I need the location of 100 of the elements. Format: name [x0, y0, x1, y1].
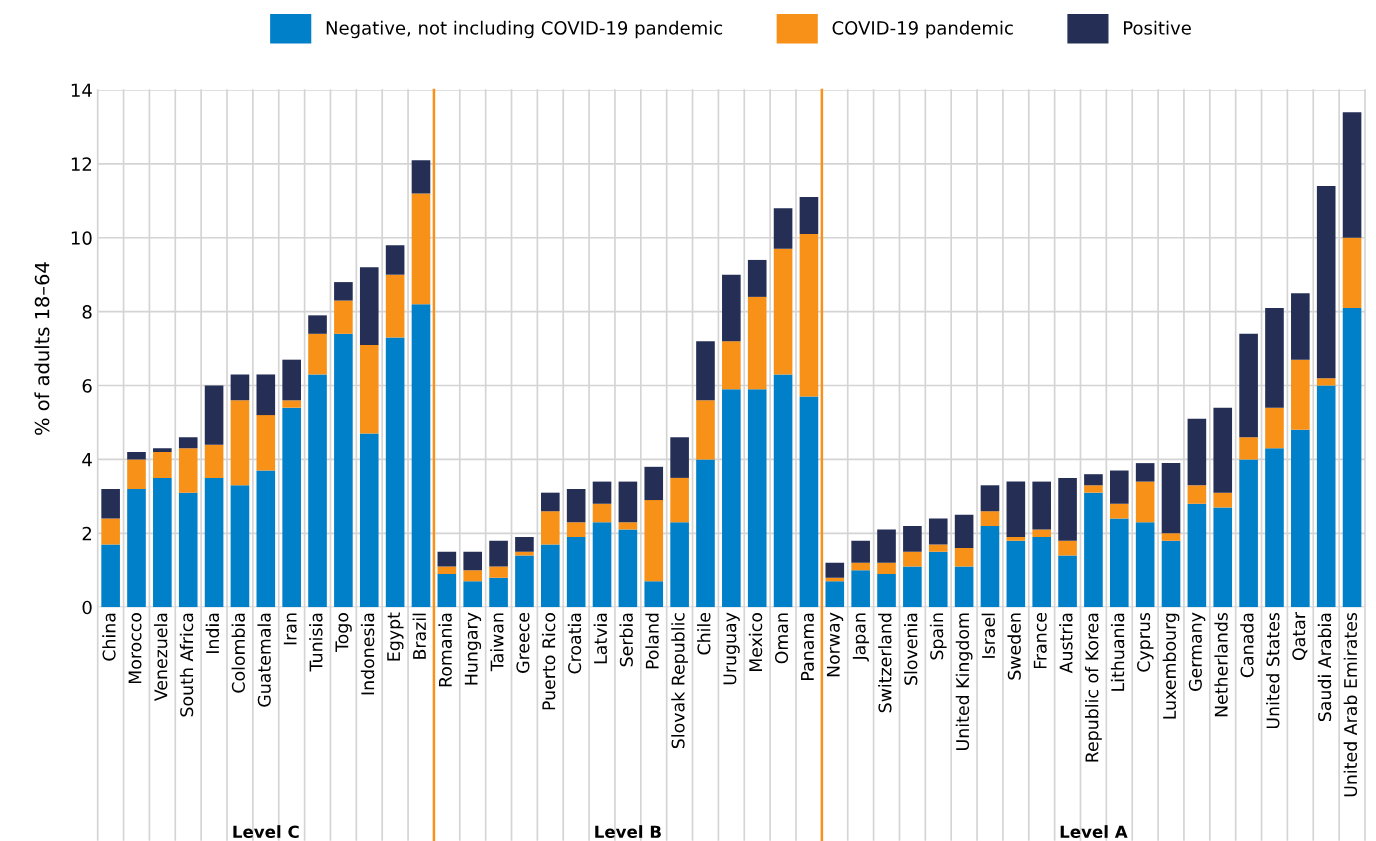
bar	[411, 193, 431, 305]
bar	[1291, 293, 1310, 360]
bar	[101, 518, 120, 545]
bar	[127, 459, 146, 489]
x-tick-label: Serbia	[619, 613, 633, 667]
x-tick-label: China	[102, 613, 116, 661]
bar	[230, 485, 250, 608]
bar	[308, 315, 327, 334]
bar	[204, 385, 224, 445]
text: Level A	[1060, 825, 1128, 839]
bar	[308, 374, 327, 608]
bar	[1006, 540, 1026, 608]
bar	[644, 466, 664, 501]
bar	[1161, 533, 1181, 541]
x-tick-label: Togo	[335, 613, 352, 653]
bar	[1109, 518, 1129, 608]
bar	[670, 522, 689, 608]
bar	[670, 477, 689, 523]
bar	[1161, 463, 1181, 534]
bar	[540, 511, 560, 545]
bar	[282, 407, 301, 608]
x-tick-label: Guatemala	[257, 613, 271, 707]
bar	[359, 267, 379, 345]
x-tick-label: Greece	[516, 612, 530, 673]
x-tick-label: Morocco	[128, 613, 142, 684]
bar	[980, 525, 1000, 608]
bar	[1239, 333, 1258, 438]
bar	[230, 400, 250, 486]
bar	[359, 433, 379, 608]
bar	[1187, 418, 1207, 486]
x-tick-label: Panama	[801, 613, 814, 680]
bar	[928, 544, 948, 552]
bar	[489, 540, 508, 567]
bar	[282, 359, 301, 401]
x-tick-label: Chile	[697, 612, 711, 655]
x-tick-label: Lithuania	[1110, 613, 1125, 691]
x-tick-label: Oman	[774, 613, 789, 664]
bar	[1135, 463, 1155, 482]
x-tick-label: United Kingdom	[955, 613, 973, 750]
bar	[954, 514, 974, 549]
y-tick-label: 14	[71, 83, 92, 97]
x-tick-label: Israel	[981, 613, 996, 658]
bar	[722, 389, 741, 608]
bar	[1109, 470, 1129, 504]
bar	[1161, 540, 1181, 608]
y-tick-label: 6	[82, 379, 92, 393]
bar	[851, 570, 870, 608]
bar	[437, 573, 457, 608]
bar	[877, 573, 896, 608]
bar	[928, 518, 948, 545]
bar	[618, 522, 638, 530]
bar	[334, 333, 353, 608]
y-tick-label: 2	[82, 526, 92, 541]
x-tick-label: Norway	[826, 612, 844, 677]
bar	[1265, 407, 1284, 449]
bar	[515, 537, 534, 552]
bar	[696, 459, 715, 608]
text: Level C	[233, 825, 299, 839]
bar	[1187, 485, 1207, 504]
bar	[566, 488, 586, 523]
bar	[747, 259, 767, 297]
bar	[230, 374, 250, 401]
x-tick-label: Tunisia	[309, 613, 323, 672]
bar	[670, 437, 689, 478]
bar	[592, 503, 612, 523]
legend-label: Positive	[1124, 20, 1191, 35]
bar	[825, 562, 845, 578]
bar	[722, 341, 741, 390]
bar	[437, 566, 457, 574]
bar	[1265, 448, 1284, 608]
legend-label: Negative, not including COVID-19 pandemic	[326, 20, 723, 39]
x-tick-label: Iran	[283, 613, 297, 645]
bar	[489, 577, 508, 608]
bar	[592, 481, 612, 504]
x-tick-label: United States	[1266, 612, 1280, 729]
bar	[153, 477, 172, 608]
bar	[773, 248, 793, 375]
bar	[644, 500, 664, 582]
x-tick-label: Venezuela	[153, 613, 168, 702]
bar	[773, 374, 793, 608]
bar	[178, 492, 198, 608]
x-tick-label: Puerto Rico	[541, 613, 556, 710]
x-tick-label: South Africa	[179, 613, 194, 717]
x-tick-label: Poland	[645, 613, 659, 669]
bar	[540, 544, 560, 608]
bar	[1239, 459, 1258, 608]
bar	[1032, 481, 1052, 530]
bar	[1239, 437, 1258, 460]
y-tick-label: 10	[71, 231, 92, 245]
bar	[722, 274, 741, 342]
bar	[1058, 555, 1077, 608]
bar	[1291, 429, 1310, 608]
bar	[334, 300, 353, 334]
text: Level B	[595, 825, 661, 839]
bar	[1032, 529, 1052, 538]
bar	[334, 282, 353, 301]
bar	[928, 551, 948, 608]
x-tick-label: Luxembourg	[1162, 613, 1180, 719]
x-tick-label: Germany	[1188, 612, 1206, 691]
bar	[903, 566, 922, 608]
